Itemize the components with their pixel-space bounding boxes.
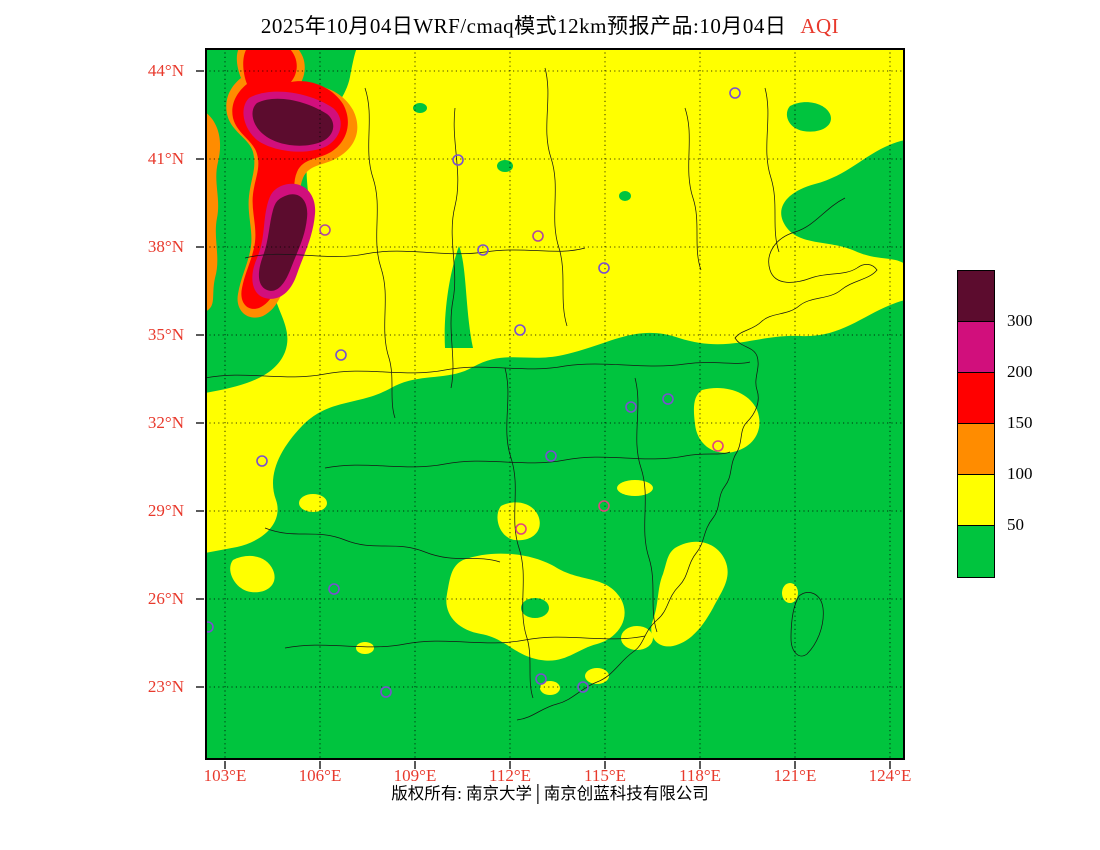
station-marker <box>712 440 724 452</box>
lon-tick-label: 124°E <box>868 766 912 785</box>
map-canvas <box>196 48 905 769</box>
station-marker <box>577 681 589 693</box>
lat-tick-label: 32°N <box>147 413 184 432</box>
station-markers <box>205 87 741 698</box>
station-marker <box>335 349 347 361</box>
province-boundaries <box>205 67 878 721</box>
aqi-region-yellow-southeast-coast <box>651 541 728 647</box>
aqi-region-green-patch <box>497 160 513 172</box>
lat-tick-label: 29°N <box>147 501 184 520</box>
title-main: 2025年10月04日WRF/cmaq模式12km预报产品:10月04日 <box>260 14 787 38</box>
aqi-region-yellow-patch <box>540 681 560 695</box>
lat-tick-label: 44°N <box>147 61 184 80</box>
aqi-region-green-finger <box>444 246 473 348</box>
aqi-region-yellow-patch <box>299 494 327 512</box>
colorbar-cells <box>957 270 995 578</box>
station-marker <box>729 87 741 99</box>
aqi-region-yellow-coastal <box>693 388 760 453</box>
lon-tick-label: 118°E <box>678 766 722 785</box>
station-marker <box>256 455 268 467</box>
station-marker <box>598 500 610 512</box>
aqi-region-orange-leftedge <box>205 112 221 312</box>
aqi-region-green-patch <box>786 102 831 132</box>
station-marker <box>205 621 214 633</box>
aqi-region-green-patch <box>619 191 631 201</box>
aqi-region-yellow-patch <box>585 668 609 684</box>
colorbar-tick-label: 150 <box>1007 413 1033 432</box>
station-marker <box>328 583 340 595</box>
title-variable: AQI <box>800 14 840 38</box>
colorbar-tick-label: 50 <box>1007 515 1024 534</box>
colorbar-cell <box>958 424 994 475</box>
aqi-region-yellow-patch <box>621 626 653 650</box>
aqi-region-yellow-patch <box>617 480 653 496</box>
aqi-region-yellow-patch <box>497 502 540 541</box>
colorbar-cell <box>958 271 994 322</box>
colorbar-tick-label: 200 <box>1007 362 1033 381</box>
station-marker <box>319 224 331 236</box>
aqi-region-green-hole <box>521 598 549 618</box>
colorbar-tick-label: 300 <box>1007 311 1033 330</box>
lon-tick-label: 103°E <box>203 766 247 785</box>
lon-tick-label: 109°E <box>393 766 437 785</box>
lat-tick-label: 38°N <box>147 237 184 256</box>
aqi-region-maroon-lower-core <box>258 194 308 291</box>
aqi-region-yellow-patch <box>782 583 798 603</box>
colorbar-cell <box>958 475 994 526</box>
axis-ticks <box>196 70 891 769</box>
colorbar-cell <box>958 322 994 373</box>
lat-tick-label: 26°N <box>147 589 184 608</box>
lon-tick-label: 112°E <box>488 766 532 785</box>
colorbar-cell <box>958 526 994 577</box>
lat-tick-label: 35°N <box>147 325 184 344</box>
map-frame <box>205 48 905 760</box>
station-marker <box>625 401 637 413</box>
station-marker <box>532 230 544 242</box>
lon-tick-label: 106°E <box>298 766 342 785</box>
aqi-region-yellow-patch <box>356 642 374 654</box>
aqi-region-maroon-upper-core <box>252 98 334 146</box>
station-marker <box>514 324 526 336</box>
page-title: 2025年10月04日WRF/cmaq模式12km预报产品:10月04日 AQI <box>0 10 1100 40</box>
colorbar-tick-label: 100 <box>1007 464 1033 483</box>
aqi-colorbar: 300 200 150 100 50 <box>957 270 1087 580</box>
aqi-region-yellow-patch <box>230 555 275 593</box>
forecast-map <box>196 48 905 769</box>
colorbar-cell <box>958 373 994 424</box>
lat-tick-label: 23°N <box>147 677 184 696</box>
station-marker <box>380 686 392 698</box>
longitude-axis: 103°E 106°E 109°E 112°E 115°E 118°E 121°E 124°E <box>203 762 912 790</box>
latitude-axis: 44°N 41°N 38°N 35°N 32°N 29°N 26°N 23°N <box>0 48 196 760</box>
aqi-region-yellow-north <box>205 48 905 553</box>
station-marker <box>545 450 557 462</box>
station-marker <box>662 393 674 405</box>
aqi-region-green-patch <box>413 103 427 113</box>
lon-tick-label: 121°E <box>773 766 817 785</box>
station-marker <box>515 523 527 535</box>
lat-tick-label: 41°N <box>147 149 184 168</box>
copyright-line: 版权所有: 南京大学│南京创蓝科技有限公司 <box>391 784 709 803</box>
lon-tick-label: 115°E <box>583 766 627 785</box>
station-marker <box>452 154 464 166</box>
aqi-region-green-northeast <box>781 140 905 264</box>
station-marker <box>477 244 489 256</box>
station-marker <box>535 673 547 685</box>
station-marker <box>598 262 610 274</box>
